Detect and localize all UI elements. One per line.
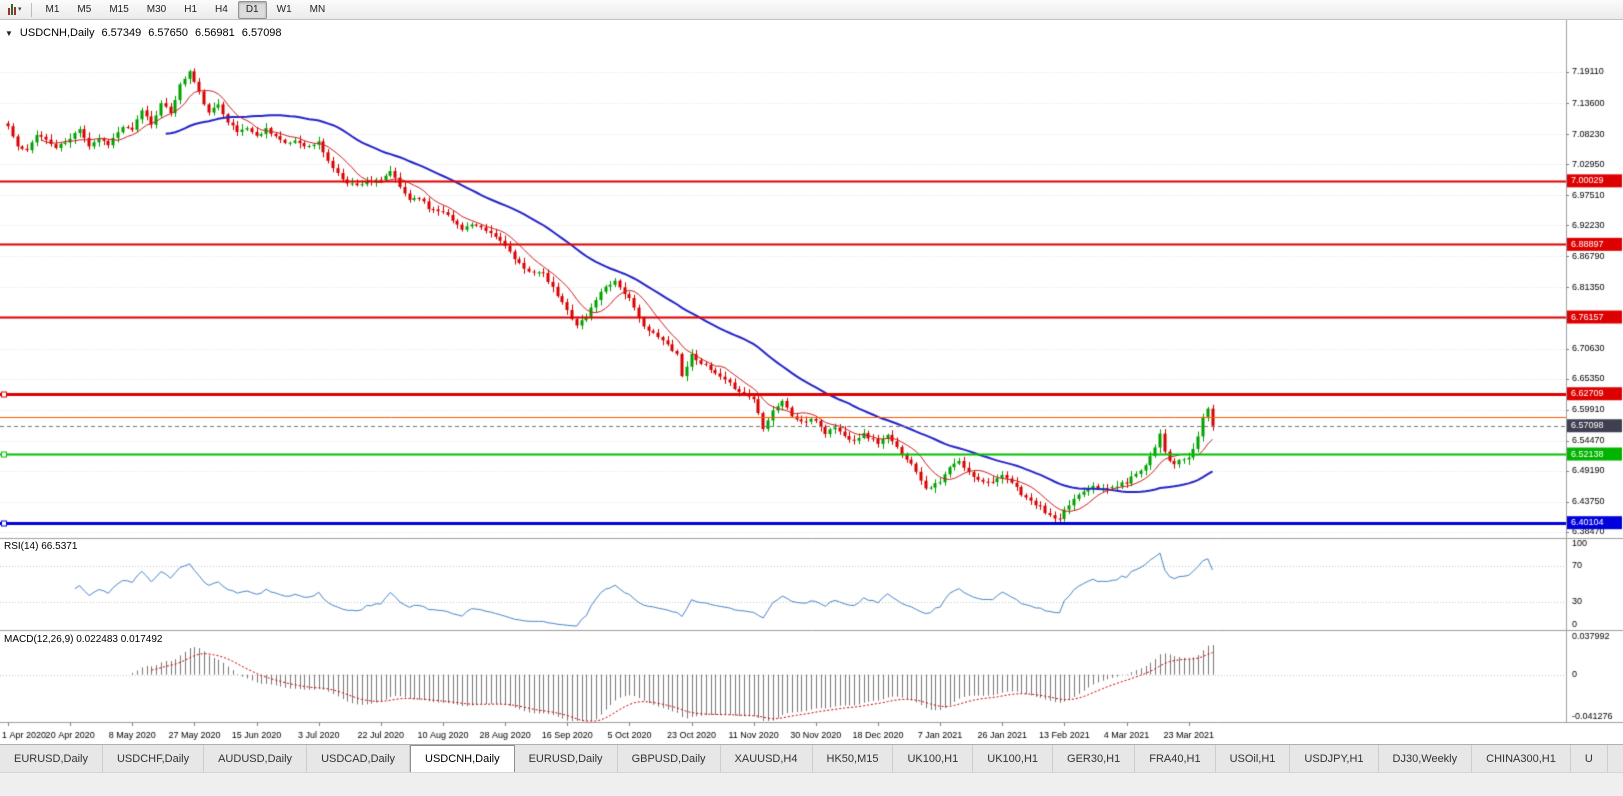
chevron-down-icon: ▾ [18,6,22,13]
chart-tab-hk50-m15[interactable]: HK50,M15 [813,745,894,772]
timeframe-toolbar: ▾ M1 M5 M15 M30 H1 H4 D1 W1 MN [0,0,1623,20]
chart-tab-ger30-h1[interactable]: GER30,H1 [1053,745,1136,772]
timeframe-button-h4[interactable]: H4 [215,3,228,15]
chart-tab-usdjpy-h1[interactable]: USDJPY,H1 [1290,745,1379,772]
timeframe-button-m5[interactable]: M5 [77,3,92,15]
timeframe-button-h1[interactable]: H1 [184,3,198,15]
one-click-trading-icon[interactable]: ▼ [5,28,13,38]
chart-tabs-bar: EURUSD,Daily USDCHF,Daily AUDUSD,Daily USDC… [0,744,1623,772]
chart-tab-eurusd-daily[interactable]: EURUSD,Daily [0,745,103,772]
chart-tab-usdchf-daily[interactable]: USDCHF,Daily [103,745,205,772]
chart-region: ▼ USDCNH,Daily 6.57349 6.57650 6.56981 6… [0,20,1623,744]
chart-tab-uk100-h1[interactable]: UK100,H1 [893,745,974,772]
timeframe-button-w1[interactable]: W1 [276,3,292,15]
timeframe-buttons: M1 M5 M15 M30 H1 H4 D1 W1 MN [37,0,335,19]
toolbar-separator [30,2,32,17]
status-strip [0,772,1623,796]
candlestick-chart-icon [8,4,16,15]
chart-tab-gbpusd-daily[interactable]: GBPUSD,Daily [618,745,721,772]
chart-tab-uk100-h1[interactable]: UK100,H1 [973,745,1054,772]
timeframe-button-d1[interactable]: D1 [237,0,267,19]
chart-tab-xauusd-h4[interactable]: XAUUSD,H4 [721,745,813,772]
chart-tab-eurusd-daily[interactable]: EURUSD,Daily [515,745,618,772]
timeframe-button-m30[interactable]: M30 [146,3,167,15]
chart-tab-china300-h1[interactable]: CHINA300,H1 [1472,745,1571,772]
price-chart-canvas[interactable] [0,20,1623,744]
timeframe-button-m15[interactable]: M15 [109,3,129,15]
chart-tab-usoil-h1[interactable]: USOil,H1 [1216,745,1291,772]
timeframe-button-m1[interactable]: M1 [45,3,60,15]
chart-tab-dj30-weekly[interactable]: DJ30,Weekly [1379,745,1473,772]
chart-tab-fra40-h1[interactable]: FRA40,H1 [1135,745,1216,772]
chart-tab-u[interactable]: U [1571,745,1608,772]
chart-tab-usdcnh-daily[interactable]: USDCNH,Daily [410,745,515,772]
timeframe-button-mn[interactable]: MN [309,3,326,15]
chart-tab-usdcad-daily[interactable]: USDCAD,Daily [307,745,411,772]
chart-type-button[interactable]: ▾ [4,3,26,16]
chart-tab-audusd-daily[interactable]: AUDUSD,Daily [204,745,308,772]
